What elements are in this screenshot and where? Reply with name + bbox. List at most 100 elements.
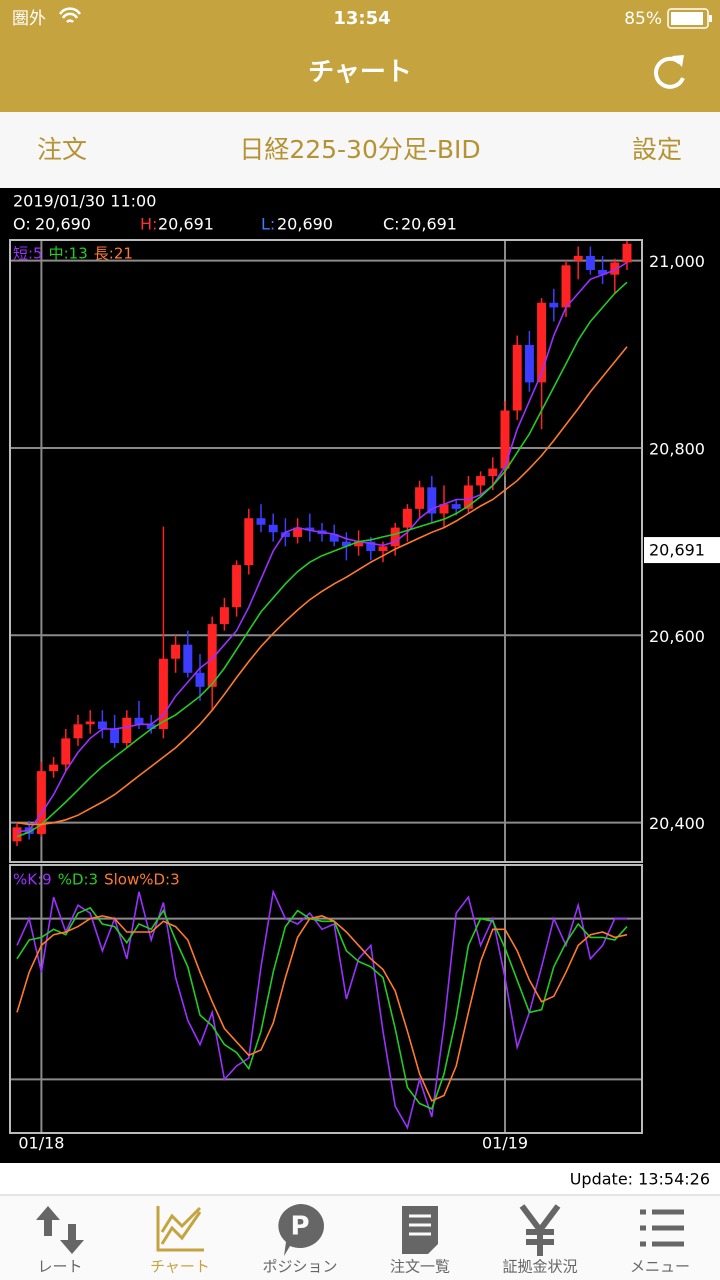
order-button[interactable]: 注文 <box>37 135 87 164</box>
candle-body <box>488 468 498 477</box>
candle-body <box>451 504 461 509</box>
refresh-button[interactable] <box>654 55 685 89</box>
refresh-arrow <box>672 55 684 67</box>
x-tick-label: 01/19 <box>482 1134 528 1153</box>
candle-body <box>415 487 425 509</box>
candle-body <box>73 724 83 739</box>
tab-bar <box>0 1195 720 1280</box>
indicator-line <box>16 281 628 838</box>
legend-label: 中:13 <box>49 245 88 263</box>
rate-icon <box>36 1206 84 1254</box>
nav-title: チャート <box>308 58 412 88</box>
current-price-label: 20,691 <box>649 541 705 560</box>
candle-body <box>207 624 217 687</box>
candle-body <box>232 565 242 608</box>
candle-body <box>341 541 351 547</box>
y-tick-label: 20,400 <box>649 814 705 833</box>
info-low-label: L: <box>261 215 275 234</box>
candle-body <box>549 302 559 308</box>
indicator-line <box>16 261 628 833</box>
legend-label: %K:9 <box>13 871 52 889</box>
y-tick-label: 20,600 <box>649 627 705 646</box>
info-low: 20,690 <box>277 215 333 234</box>
chart-icon <box>156 1206 204 1252</box>
candle-body <box>598 269 608 275</box>
info-close: 20,691 <box>401 215 457 234</box>
candle-body <box>12 827 22 842</box>
legend-label: 短:5 <box>13 245 43 263</box>
tab-label[interactable]: チャート <box>150 1258 210 1276</box>
candle-body <box>158 658 168 729</box>
candle-body <box>354 541 364 547</box>
info-datetime: 2019/01/30 11:00 <box>13 192 156 211</box>
info-close-label: C: <box>383 215 400 234</box>
candle-body <box>378 546 388 551</box>
candle-body <box>573 255 583 261</box>
candle-body <box>427 487 437 514</box>
battery-level <box>671 12 703 25</box>
indicator-line <box>16 346 628 826</box>
indicator-line <box>16 906 628 1110</box>
candle-body <box>585 255 595 270</box>
info-high: 20,691 <box>158 215 214 234</box>
tab-label[interactable]: 証拠金状況 <box>502 1258 577 1276</box>
candle-body <box>305 527 315 531</box>
candle-body <box>195 672 205 687</box>
candle-body <box>49 764 59 772</box>
legend-label: %D:3 <box>58 871 98 889</box>
carrier: 圏外 <box>12 9 46 29</box>
tab-label[interactable]: メニュー <box>630 1258 690 1276</box>
order-list-icon <box>402 1206 438 1254</box>
current-price-tag <box>644 537 720 564</box>
refresh-arc <box>654 56 685 89</box>
info-open: 20,690 <box>35 215 91 234</box>
chart-background <box>0 188 720 1163</box>
plot-area: 01/18 01/19 20,400 20,600 20,800 21,000 20,691… <box>9 239 720 1153</box>
nav-background <box>0 0 720 112</box>
chart-symbol[interactable]: 日経225-30分足-BID <box>239 135 480 164</box>
candle-body <box>537 302 547 383</box>
settings-button[interactable]: 設定 <box>632 135 682 164</box>
candle-body <box>171 644 181 659</box>
tab-label[interactable]: 注文一覧 <box>390 1258 450 1276</box>
wifi-icon <box>58 7 82 23</box>
candle-body <box>512 344 522 411</box>
candle-body <box>244 518 254 566</box>
legend-label: 長:21 <box>94 245 133 263</box>
battery-text: 85% <box>624 9 662 29</box>
candle-body <box>219 607 229 625</box>
candle-body <box>329 534 339 542</box>
candle-body <box>183 644 193 673</box>
info-high-label: H: <box>140 215 157 234</box>
candle-body <box>256 518 266 525</box>
margin-icon <box>519 1204 561 1256</box>
candle-body <box>610 262 620 275</box>
tab-label[interactable]: ポジション <box>262 1258 337 1276</box>
y-tick-label: 21,000 <box>649 252 705 271</box>
info-open-label: O: <box>13 215 31 234</box>
update-time: Update: 13:54:26 <box>570 1170 710 1189</box>
tab-label[interactable]: レート <box>37 1258 82 1276</box>
candle-body <box>390 527 400 547</box>
candle-body <box>97 721 107 729</box>
position-icon <box>278 1204 324 1256</box>
candle-body <box>476 476 486 486</box>
candle-body <box>524 344 534 383</box>
candle-body <box>293 527 303 537</box>
tab-icons: P <box>36 1204 684 1256</box>
candle-body <box>85 721 95 725</box>
candle-body <box>36 771 46 834</box>
candle-body <box>366 541 376 551</box>
candle-body <box>122 717 132 744</box>
candle-body <box>61 738 71 765</box>
y-tick-label: 20,800 <box>649 439 705 458</box>
panel-frame <box>9 239 643 863</box>
candle-body <box>134 717 144 725</box>
candle-body <box>463 485 473 509</box>
order-list-lines <box>409 1214 431 1236</box>
candle-body <box>561 265 571 308</box>
candle-body <box>402 508 412 528</box>
header-bar <box>0 112 720 188</box>
